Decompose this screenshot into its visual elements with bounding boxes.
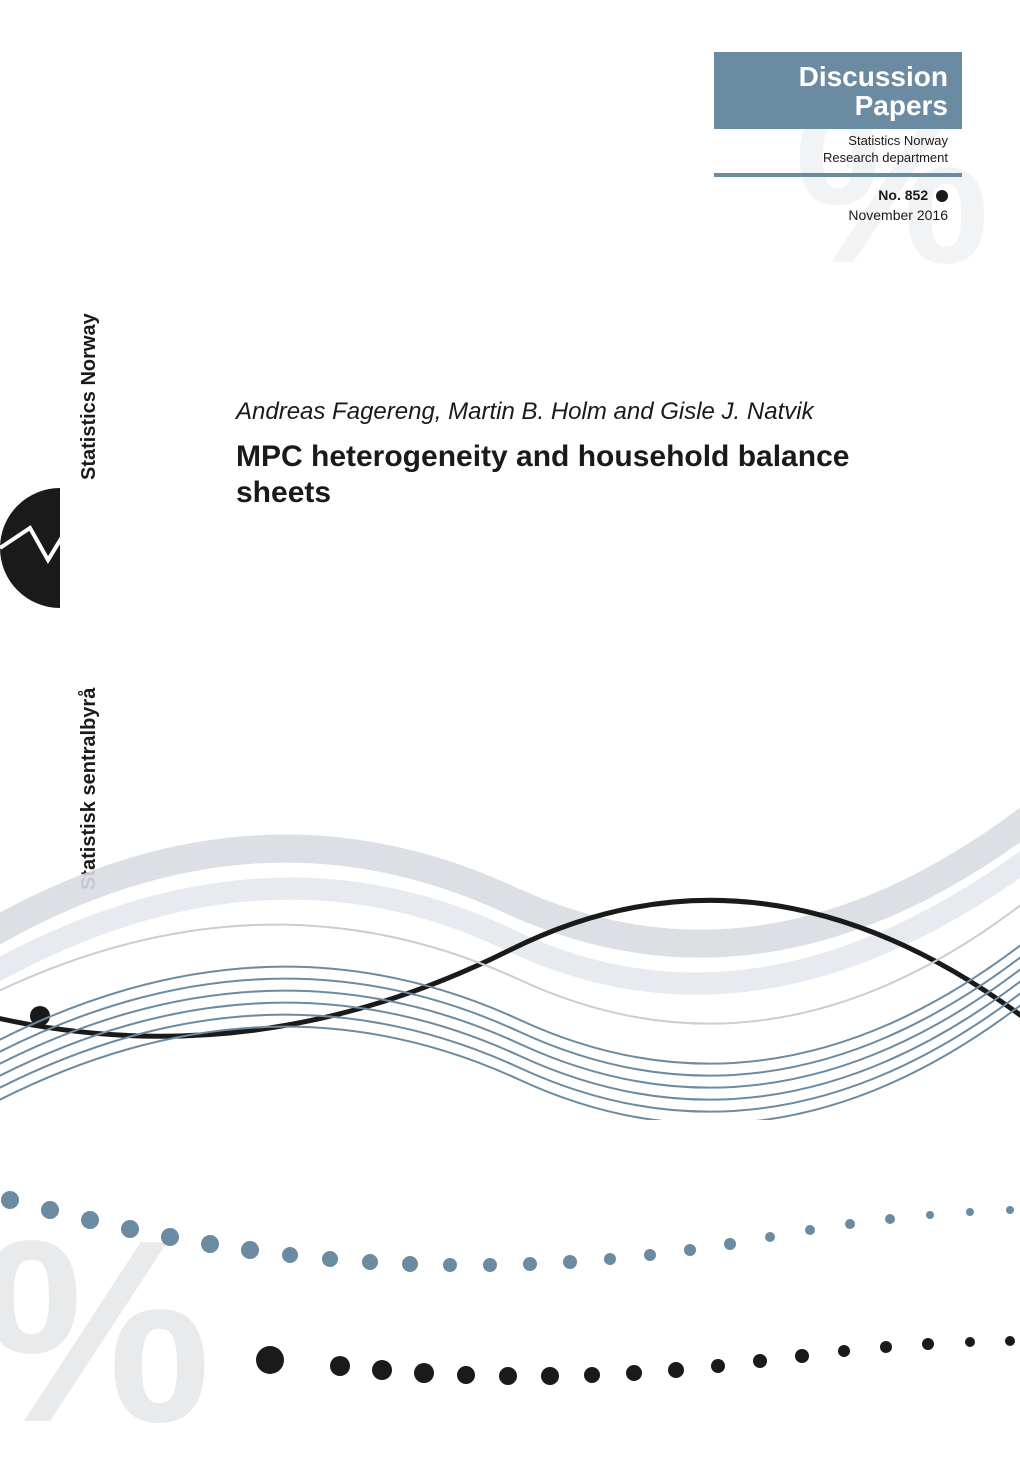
sidebar-english: Statistics Norway	[78, 260, 101, 480]
paper-title: MPC heterogeneity and household balance …	[236, 439, 950, 511]
series-banner: Discussion Papers	[714, 52, 962, 129]
dept-name: Research department	[823, 150, 948, 165]
page: % % Discussion Papers Statistics Norway …	[0, 0, 1020, 1442]
bullet-icon	[936, 190, 948, 202]
header-box: Discussion Papers Statistics Norway Rese…	[714, 52, 962, 223]
issue-line: No. 852	[714, 177, 962, 205]
authors: Andreas Fagereng, Martin B. Holm and Gis…	[236, 396, 950, 427]
content-block: Andreas Fagereng, Martin B. Holm and Gis…	[236, 396, 950, 511]
org-name: Statistics Norway	[848, 133, 948, 148]
issue-prefix: No.	[878, 187, 901, 203]
issue-date: November 2016	[714, 205, 962, 223]
series-line2: Papers	[728, 91, 948, 120]
dotted-line-blue	[1, 1191, 1014, 1272]
header-subtitle: Statistics Norway Research department	[714, 129, 962, 177]
issue-number: 852	[905, 187, 928, 203]
wave-graphic-lower	[0, 1180, 1020, 1480]
dotted-line-dark	[330, 1336, 1015, 1385]
wave-graphic-upper	[0, 700, 1020, 1120]
series-line1: Discussion	[728, 62, 948, 91]
accent-dot	[256, 1346, 284, 1374]
logo-icon	[0, 488, 120, 608]
